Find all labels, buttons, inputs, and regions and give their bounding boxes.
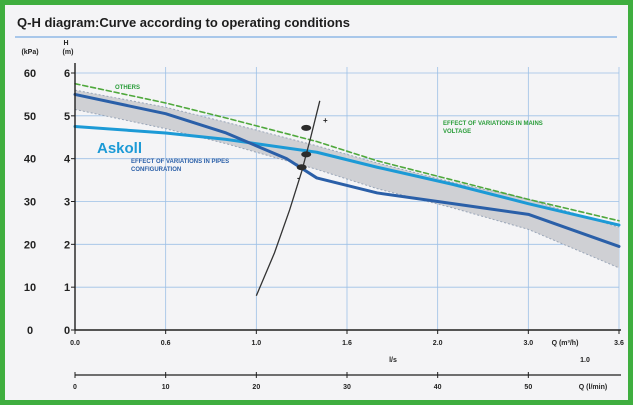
secondary-axis-unit: Q (l/min) xyxy=(579,384,607,391)
kpa-tick-label: 0 xyxy=(27,325,33,337)
series-line-configuration xyxy=(73,92,621,248)
secondary-tick-label: 10 xyxy=(162,384,170,391)
y-tick-label: 1 xyxy=(64,282,70,294)
annotation-voltage: EFFECT OF VARIATIONS IN MAINS VOLTAGE xyxy=(443,121,543,135)
y-axis-label: H xyxy=(63,40,68,47)
series-line-askoll xyxy=(73,125,621,227)
band-upper-edge xyxy=(74,89,620,228)
x-tick-label: 0.6 xyxy=(161,340,171,347)
kpa-tick-label: 20 xyxy=(24,239,36,251)
annotation-pipes: EFFECT OF VARIATIONS IN PIPES CONFIGURAT… xyxy=(131,159,230,173)
x-tick-label: 1.6 xyxy=(342,340,352,347)
secondary-tick-label: 40 xyxy=(434,384,442,391)
secondary-tick-label: 50 xyxy=(524,384,532,391)
kpa-tick-label: 50 xyxy=(24,111,36,123)
left-axis-unit: (kPa) xyxy=(21,49,38,56)
y-tick-label: 6 xyxy=(64,68,70,80)
kpa-tick-label: 40 xyxy=(24,154,36,166)
x-tick-label: 3.0 xyxy=(523,340,533,347)
series-group xyxy=(73,82,621,296)
secondary-axis-label: l/s xyxy=(389,357,397,364)
annotation-others: OTHERS xyxy=(115,85,140,91)
kpa-tick-label: 60 xyxy=(24,68,36,80)
band-lower-edge xyxy=(74,108,620,269)
y-tick-label: 3 xyxy=(64,197,70,209)
x-axis-unit: Q (m³/h) xyxy=(552,340,579,347)
operating-point-marker xyxy=(296,164,307,171)
y-axis-unit: (m) xyxy=(63,49,74,56)
x-tick-label: 3.6 xyxy=(614,340,624,347)
tolerance-band xyxy=(74,89,620,269)
operating-point-marker xyxy=(301,124,312,131)
chart-frame: Q-H diagram:Curve according to operating… xyxy=(5,5,628,400)
secondary-axis-extra: 1.0 xyxy=(580,357,590,364)
x-tick-label: 2.0 xyxy=(433,340,443,347)
secondary-tick-label: 30 xyxy=(343,384,351,391)
kpa-tick-label: 10 xyxy=(24,282,36,294)
annotation-askoll: Askoll xyxy=(97,140,142,157)
y-tick-label: 0 xyxy=(64,325,70,337)
axes xyxy=(74,63,621,331)
y-tick-label: 2 xyxy=(64,239,70,251)
x-tick-label: 0.0 xyxy=(70,340,80,347)
x-tick-label: 1.0 xyxy=(251,340,261,347)
annotation-plus: + xyxy=(323,116,328,125)
chart-title: Q-H diagram:Curve according to operating… xyxy=(17,15,350,30)
secondary-tick-label: 20 xyxy=(252,384,260,391)
secondary-axis: 0 10 20 30 40 50 Q (l/min) xyxy=(73,372,621,391)
qh-chart: Q-H diagram:Curve according to operating… xyxy=(15,15,624,391)
annotation-minus: - xyxy=(297,173,300,183)
y-tick-label: 4 xyxy=(64,154,71,166)
system-curve-line xyxy=(255,100,321,296)
operating-point-marker xyxy=(301,151,312,158)
secondary-tick-label: 0 xyxy=(73,384,77,391)
kpa-tick-label: 30 xyxy=(24,197,36,209)
y-tick-label: 5 xyxy=(64,111,70,123)
series-line-others xyxy=(74,82,620,222)
